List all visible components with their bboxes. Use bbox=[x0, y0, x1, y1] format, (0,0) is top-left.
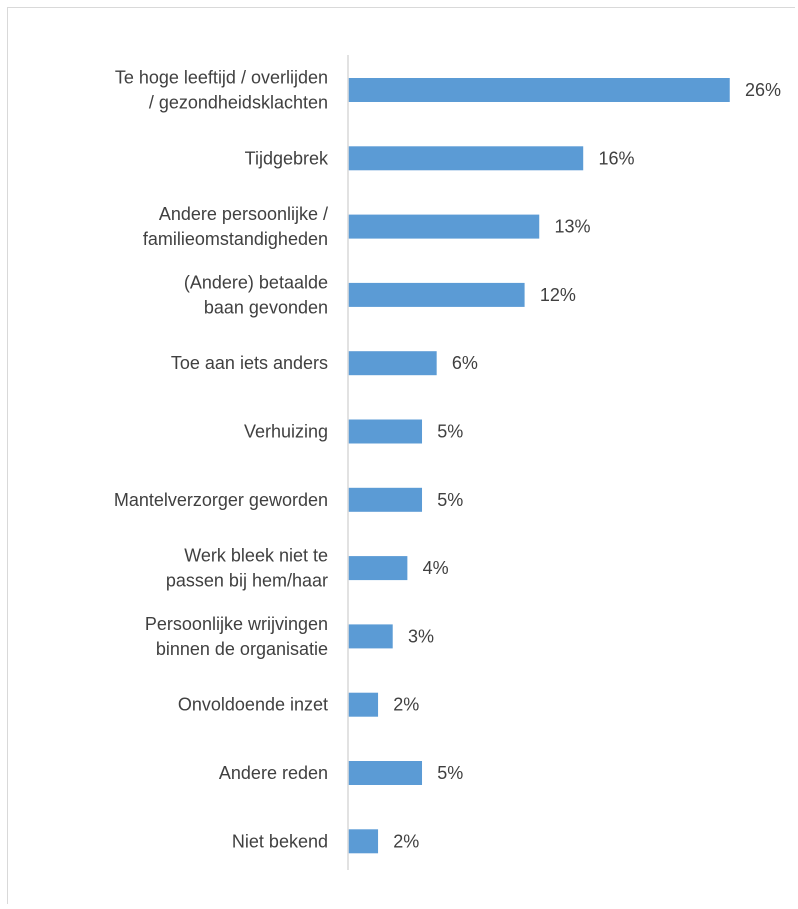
data-label: 12% bbox=[540, 285, 576, 305]
category-label: / gezondheidsklachten bbox=[149, 93, 328, 113]
bar bbox=[348, 692, 379, 717]
bar bbox=[348, 214, 540, 239]
category-label: Toe aan iets anders bbox=[171, 353, 328, 373]
bar bbox=[348, 556, 408, 581]
category-label: baan gevonden bbox=[204, 297, 328, 317]
labels-layer: 26% Te hoge leeftijd / overlijden / gezond… bbox=[114, 68, 781, 852]
bar bbox=[348, 761, 423, 785]
bar bbox=[348, 624, 393, 649]
category-label: passen bij hem/haar bbox=[166, 571, 328, 591]
category-label: Persoonlijke wrijvingen bbox=[145, 614, 328, 634]
bar bbox=[348, 829, 379, 854]
category-label: (Andere) betaalde bbox=[184, 272, 328, 292]
bar bbox=[348, 351, 437, 376]
category-label: Tijdgebrek bbox=[245, 148, 329, 168]
data-label: 5% bbox=[437, 490, 463, 510]
data-label: 2% bbox=[393, 831, 419, 851]
bar bbox=[348, 282, 525, 307]
bar bbox=[348, 78, 730, 102]
category-label: Te hoge leeftijd / overlijden bbox=[115, 68, 328, 88]
data-label: 16% bbox=[598, 148, 634, 168]
category-label: Andere reden bbox=[219, 763, 328, 783]
category-label: Andere persoonlijke / bbox=[159, 204, 328, 224]
data-label: 6% bbox=[452, 353, 478, 373]
data-label: 5% bbox=[437, 422, 463, 442]
data-label: 2% bbox=[393, 695, 419, 715]
data-label: 26% bbox=[745, 80, 781, 100]
category-label: Werk bleek niet te bbox=[184, 546, 328, 566]
bars-layer bbox=[348, 78, 730, 854]
category-label: Onvoldoende inzet bbox=[178, 695, 328, 715]
bar bbox=[348, 419, 423, 444]
category-label: familieomstandigheden bbox=[143, 229, 328, 249]
category-label: Verhuizing bbox=[244, 422, 328, 442]
bar bbox=[348, 146, 584, 171]
data-label: 5% bbox=[437, 763, 463, 783]
bar bbox=[348, 487, 423, 512]
data-label: 3% bbox=[408, 626, 434, 646]
category-label: Niet bekend bbox=[232, 831, 328, 851]
data-label: 4% bbox=[423, 558, 449, 578]
category-label: binnen de organisatie bbox=[156, 639, 328, 659]
data-label: 13% bbox=[555, 217, 591, 237]
category-label: Mantelverzorger geworden bbox=[114, 490, 328, 510]
